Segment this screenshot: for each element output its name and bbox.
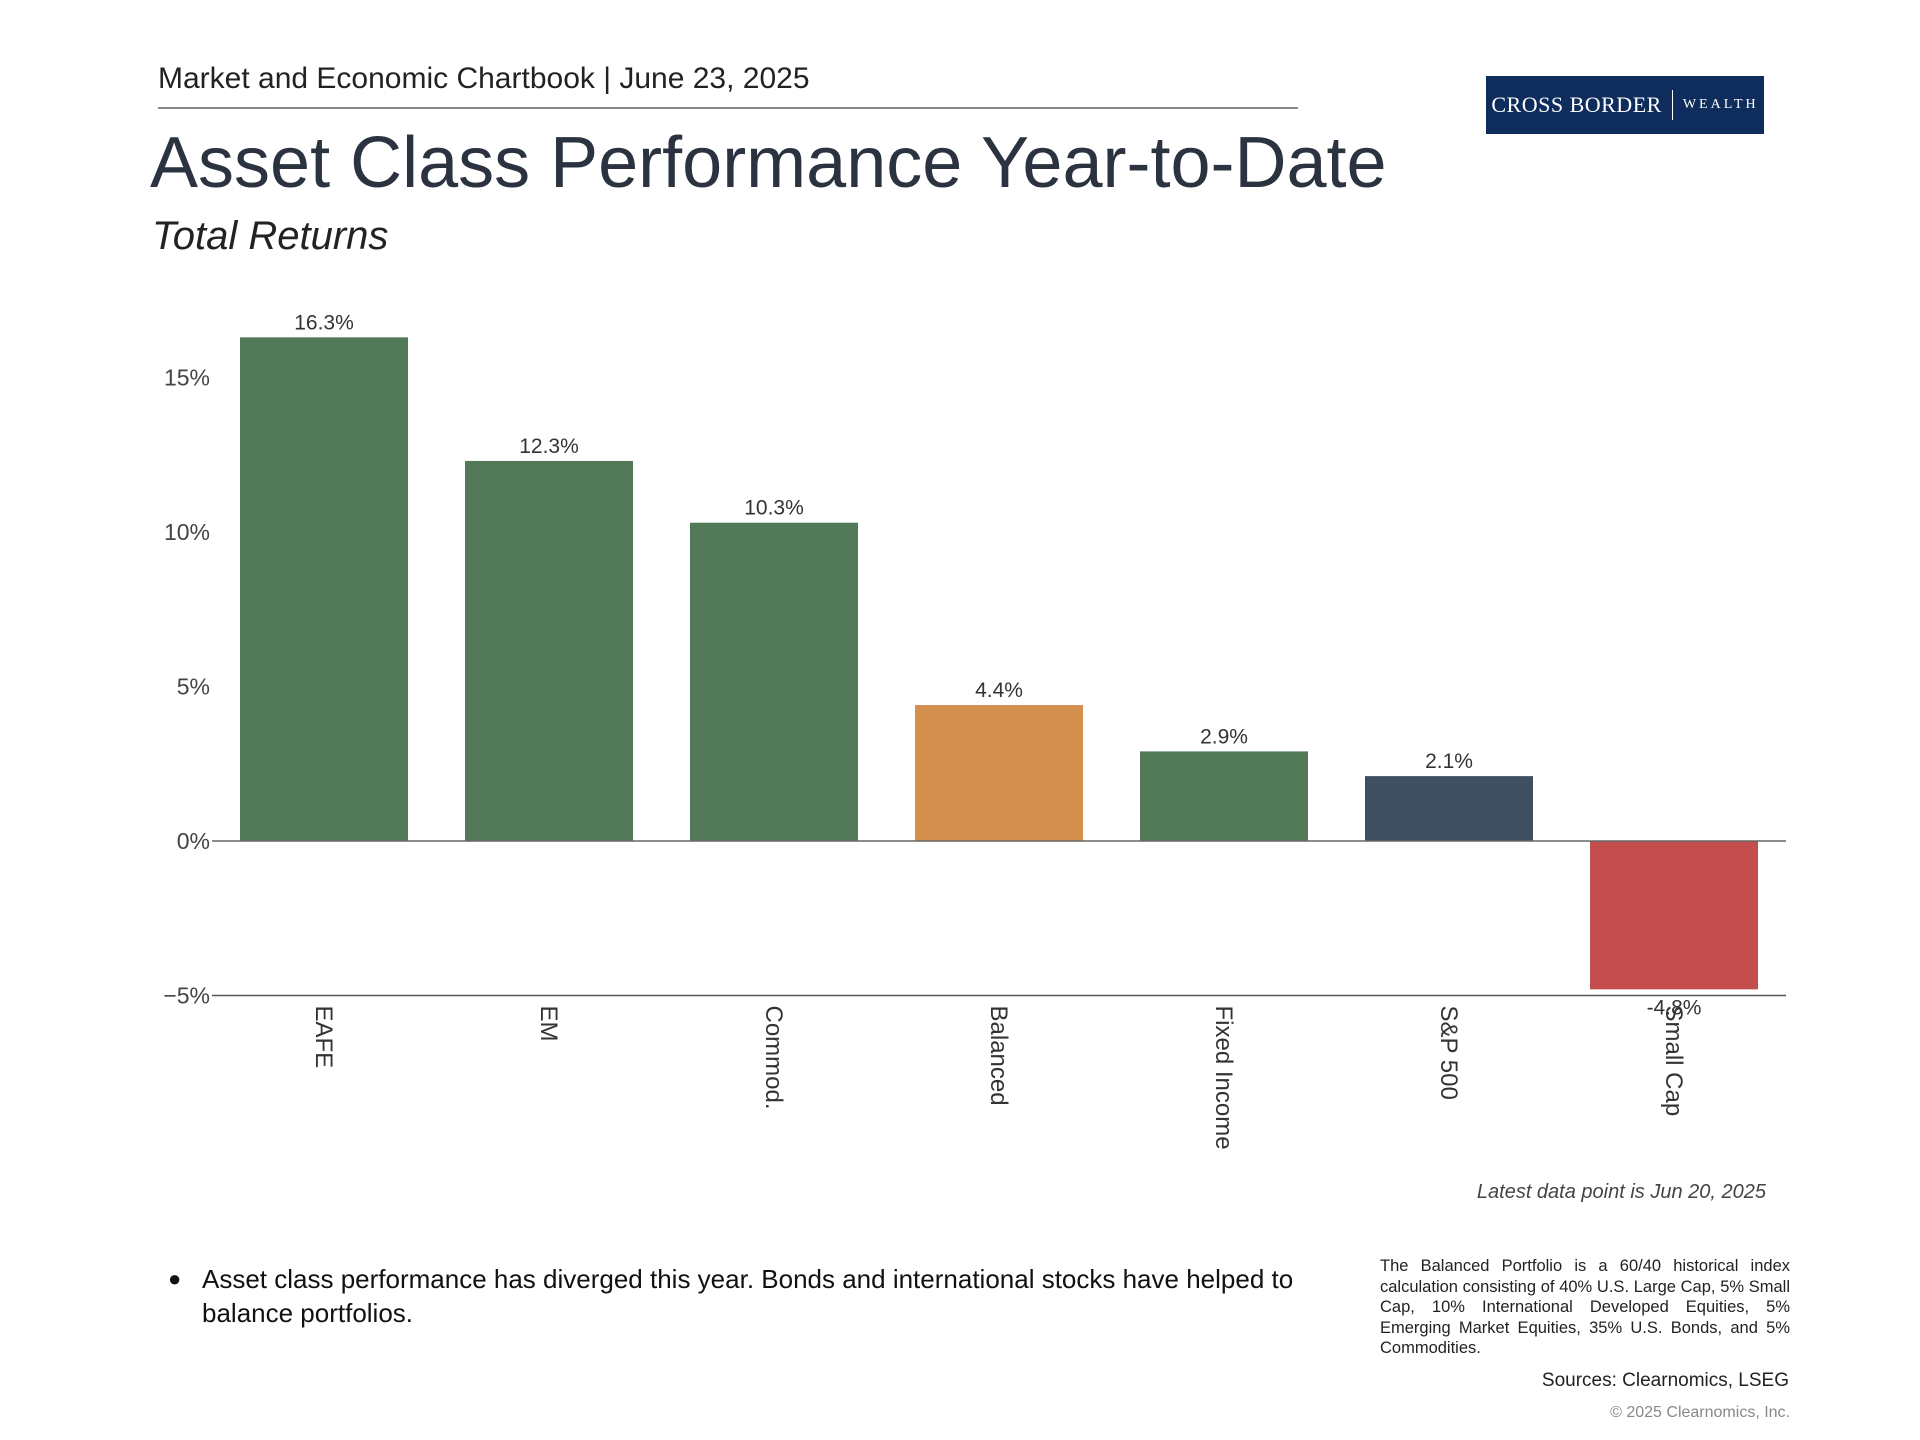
chartbook-header: Market and Economic Chartbook | June 23,…	[158, 62, 810, 95]
latest-data-note: Latest data point is Jun 20, 2025	[1476, 1181, 1766, 1203]
sources: Sources: Clearnomics, LSEG	[1541, 1370, 1789, 1391]
bar-value-labels: 16.3% 12.3% 10.3% 4.4% 2.9% 2.1% -4.8%	[294, 311, 1701, 1019]
y-tick-label: 5%	[177, 674, 210, 700]
balanced-portfolio-footnote: The Balanced Portfolio is a 60/40 histor…	[1380, 1257, 1790, 1357]
bar-value-label: 12.3%	[519, 435, 579, 458]
bar-value-label: -4.8%	[1647, 996, 1702, 1019]
bullet-dot-icon: ●	[168, 1266, 182, 1291]
x-category-label: Commod.	[760, 1006, 787, 1110]
bar-s-p-500	[1365, 776, 1533, 841]
x-category-label: Balanced	[985, 1006, 1012, 1106]
y-tick-label: −5%	[163, 983, 210, 1009]
bar-value-label: 2.9%	[1200, 725, 1248, 748]
bar-balanced	[915, 705, 1083, 841]
x-category-label: S&P 500	[1435, 1006, 1462, 1100]
y-tick-label: 10%	[164, 519, 210, 545]
page-subtitle: Total Returns	[152, 214, 389, 258]
bar-commod-	[690, 522, 858, 841]
bar-value-label: 16.3%	[294, 311, 354, 334]
x-axis: EAFE EM Commod. Balanced Fixed Income S&P 500…	[310, 1006, 1687, 1150]
bars	[240, 337, 1758, 990]
bar-fixed-income	[1140, 751, 1308, 841]
header-divider	[158, 107, 1298, 109]
bar-value-label: 2.1%	[1425, 750, 1473, 773]
bar-value-label: 4.4%	[975, 679, 1023, 702]
copyright: © 2025 Clearnomics, Inc.	[1610, 1404, 1790, 1421]
logo-main-text: CROSS BORDER	[1491, 92, 1662, 117]
page-title: Asset Class Performance Year-to-Date	[150, 123, 1387, 203]
y-axis: 15% 10% 5% 0% −5%	[163, 365, 210, 1009]
y-tick-label: 15%	[164, 365, 210, 391]
bar-value-label: 10.3%	[744, 497, 804, 520]
x-category-label: EM	[535, 1006, 562, 1042]
x-category-label: EAFE	[310, 1006, 337, 1069]
y-tick-label: 0%	[177, 828, 210, 854]
bar-em	[465, 460, 633, 841]
x-category-label: Small Cap	[1660, 1006, 1687, 1117]
cross-border-wealth-logo: CROSS BORDER WEALTH	[1486, 76, 1764, 134]
summary-bullet: ● Asset class performance has diverged t…	[168, 1262, 1348, 1330]
bar-eafe	[240, 337, 408, 841]
baselines	[212, 840, 1786, 997]
logo-sub-text: WEALTH	[1682, 97, 1759, 112]
logo-separator	[1671, 90, 1673, 120]
bar-small-cap	[1590, 841, 1758, 990]
x-category-label: Fixed Income	[1210, 1006, 1237, 1150]
summary-bullet-text: Asset class performance has diverged thi…	[202, 1264, 1294, 1328]
